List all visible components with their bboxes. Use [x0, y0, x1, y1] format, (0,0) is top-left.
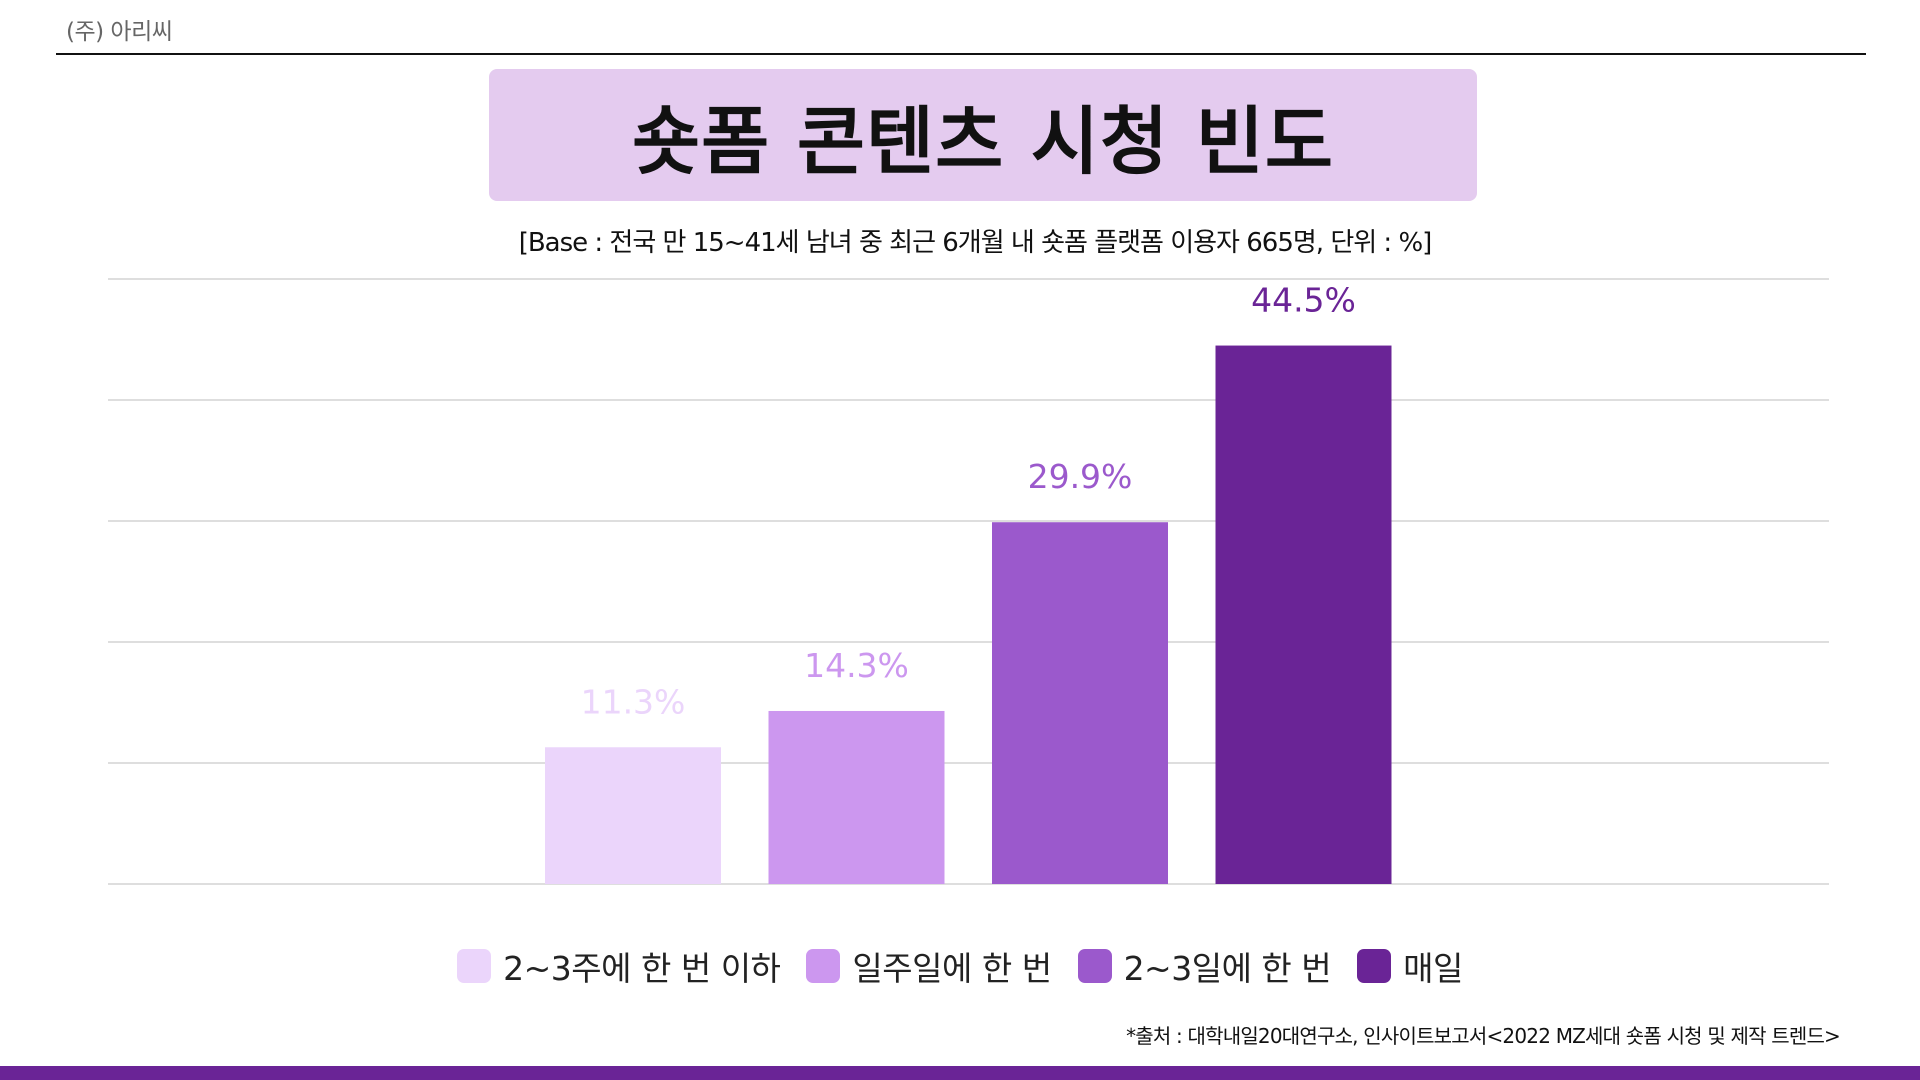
legend-swatch	[457, 949, 492, 983]
chart-legend: 2~3주에 한 번 이하 일주일에 한 번 2~3일에 한 번 매일	[0, 942, 1920, 990]
legend-label: 일주일에 한 번	[852, 949, 1052, 988]
data-label-4: 44.5%	[1251, 281, 1356, 320]
legend-item-3: 2~3일에 한 번	[1077, 942, 1332, 990]
legend-label: 2~3주에 한 번 이하	[503, 949, 781, 988]
chart-subtitle: [Base : 전국 만 15~41세 남녀 중 최근 6개월 내 숏폼 플랫폼…	[518, 228, 1433, 258]
bar-1	[545, 747, 721, 884]
header-divider	[56, 53, 1866, 55]
legend-label: 2~3일에 한 번	[1123, 949, 1332, 988]
legend-label: 매일	[1403, 949, 1463, 988]
legend-item-4: 매일	[1357, 942, 1463, 990]
data-label-1: 11.3%	[581, 682, 686, 721]
data-label-2: 14.3%	[804, 646, 909, 685]
bar-4	[1215, 345, 1392, 884]
bar-2	[768, 710, 945, 884]
legend-item-2: 일주일에 한 번	[806, 942, 1052, 990]
company-name: (주) 아리씨	[66, 19, 173, 45]
legend-swatch	[1357, 949, 1392, 983]
legend-item-1: 2~3주에 한 번 이하	[457, 942, 781, 990]
chart-title: 숏폼 콘텐츠 시청 빈도	[631, 98, 1334, 185]
data-label-3: 29.9%	[1028, 457, 1133, 496]
legend-swatch	[806, 949, 841, 983]
bar-3	[992, 522, 1168, 884]
bottom-accent-bar	[0, 1066, 1920, 1080]
title-banner: 숏폼 콘텐츠 시청 빈도	[489, 69, 1477, 201]
legend-swatch	[1077, 949, 1112, 983]
source-note: *출처 : 대학내일20대연구소, 인사이트보고서<2022 MZ세대 숏폼 시…	[1126, 1024, 1841, 1048]
